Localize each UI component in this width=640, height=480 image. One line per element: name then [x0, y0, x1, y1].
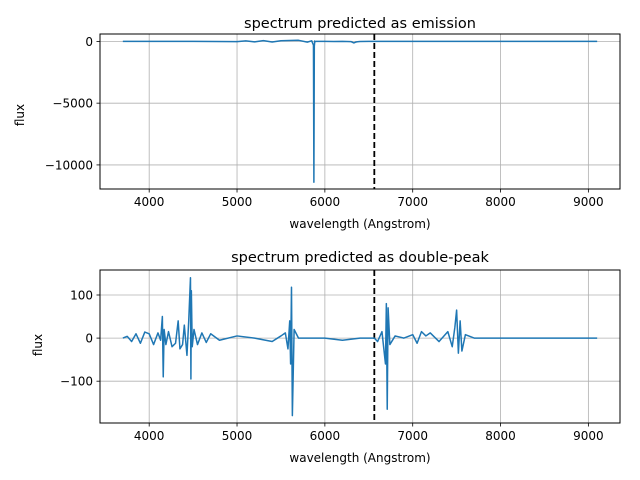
y-ticks: 100 0 −100 [60, 288, 100, 389]
x-tick-label: 4000 [134, 195, 165, 209]
x-tick-label: 9000 [573, 429, 604, 443]
x-tick-label: 4000 [134, 429, 165, 443]
x-axis-label: wavelength (Angstrom) [289, 451, 430, 465]
x-ticks: 4000 5000 6000 7000 8000 9000 [134, 189, 604, 209]
x-tick-label: 9000 [573, 195, 604, 209]
emission-chart: spectrum predicted as emission 4000 5000 6… [13, 16, 621, 231]
y-tick-label: 0 [85, 35, 93, 49]
spectrum-line [122, 277, 598, 417]
plot-frame [99, 33, 621, 190]
series [122, 277, 598, 417]
y-tick-label: −10000 [45, 158, 93, 172]
series [122, 39, 598, 183]
x-axis-label: wavelength (Angstrom) [289, 217, 430, 231]
spectrum-line [122, 39, 598, 183]
y-axis-label: flux [31, 334, 45, 356]
grid [100, 270, 620, 423]
y-tick-label: 0 [85, 332, 93, 346]
x-tick-label: 6000 [310, 195, 341, 209]
chart-title: spectrum predicted as emission [244, 16, 476, 32]
y-tick-label: −5000 [52, 97, 93, 111]
plot-frame [99, 269, 621, 424]
x-tick-label: 6000 [310, 429, 341, 443]
y-ticks: 0 −5000 −10000 [45, 35, 100, 172]
y-tick-label: 100 [70, 288, 93, 302]
x-tick-label: 5000 [222, 195, 253, 209]
double-peak-chart: spectrum predicted as double-peak 4000 50… [31, 250, 621, 465]
grid [100, 34, 620, 189]
x-tick-label: 8000 [485, 429, 516, 443]
chart-title: spectrum predicted as double-peak [231, 250, 489, 266]
x-tick-label: 7000 [397, 195, 428, 209]
x-ticks: 4000 5000 6000 7000 8000 9000 [134, 423, 604, 443]
x-tick-label: 5000 [222, 429, 253, 443]
x-tick-label: 7000 [397, 429, 428, 443]
y-tick-label: −100 [60, 375, 93, 389]
x-tick-label: 8000 [485, 195, 516, 209]
y-axis-label: flux [13, 104, 27, 126]
